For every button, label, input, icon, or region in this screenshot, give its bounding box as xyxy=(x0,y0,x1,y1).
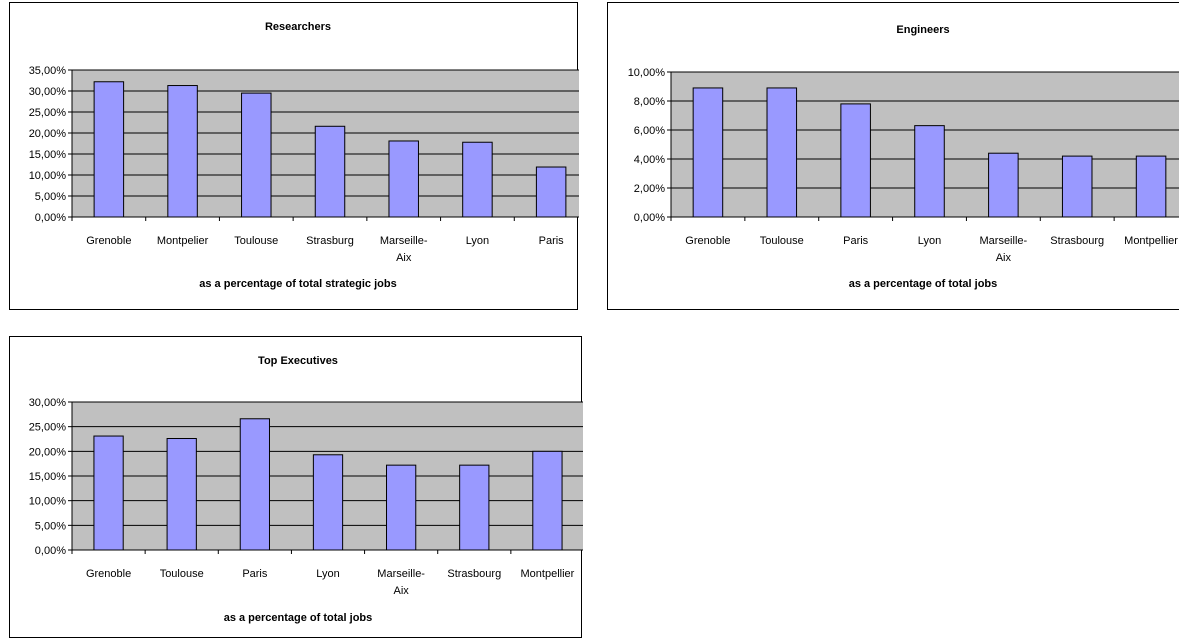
engineers-chart-svg: Engineers as a percentage of total jobs … xyxy=(628,24,1179,290)
bar xyxy=(166,438,197,551)
x-tick-label: Toulouse xyxy=(234,235,278,247)
chart-title: Top Executives xyxy=(258,355,338,367)
y-tick-label: 10,00% xyxy=(29,496,67,508)
y-tick-label: 5,00% xyxy=(35,520,66,532)
plot-group: 0,00% 5,00% 10,00% 15,00% 20,00% 25,00% 30,00%… xyxy=(29,65,579,264)
x-tick-label: Aix xyxy=(394,585,410,597)
y-tick-label: 2,00% xyxy=(634,183,665,195)
x-tick-label: Paris xyxy=(539,235,565,247)
x-tick-label: Grenoble xyxy=(685,235,730,247)
bar xyxy=(93,81,125,218)
x-tick-label: Paris xyxy=(843,235,869,247)
y-tick-label: 15,00% xyxy=(29,471,67,483)
y-tick-label: 20,00% xyxy=(29,446,67,458)
x-tick-label: Marseille- xyxy=(377,568,425,580)
x-tick-label: Strasbourg xyxy=(1050,235,1104,247)
bar xyxy=(167,85,198,218)
bar xyxy=(535,166,567,218)
researchers-chart-svg: Researchers as a percentage of total str… xyxy=(29,21,579,290)
y-tick-label: 0,00% xyxy=(35,545,66,557)
x-tick-label: Strasburg xyxy=(306,235,354,247)
x-tick-label: Marseille- xyxy=(380,235,428,247)
y-tick-label: 20,00% xyxy=(29,128,67,140)
bar xyxy=(462,141,493,218)
x-tick-label: Toulouse xyxy=(160,568,204,580)
x-tick-label: Lyon xyxy=(466,235,489,247)
bar xyxy=(1135,155,1167,218)
bar xyxy=(241,92,272,218)
y-tick-label: 8,00% xyxy=(634,96,665,108)
y-tick-label: 25,00% xyxy=(29,107,67,119)
bar xyxy=(988,152,1019,218)
chart-title: Engineers xyxy=(896,24,949,36)
bar xyxy=(766,87,798,218)
x-tick-label: Toulouse xyxy=(760,235,804,247)
researchers-chart: Researchers as a percentage of total str… xyxy=(9,2,579,310)
x-tick-label: Lyon xyxy=(316,568,339,580)
y-tick-label: 10,00% xyxy=(29,170,67,182)
y-tick-label: 10,00% xyxy=(628,67,666,79)
bar xyxy=(914,125,945,218)
y-tick-label: 35,00% xyxy=(29,65,67,77)
bar xyxy=(532,450,563,551)
y-tick-label: 30,00% xyxy=(29,397,67,409)
x-tick-label: Aix xyxy=(396,252,412,264)
plot-group: 0,00% 2,00% 4,00% 6,00% 8,00% 10,00% Grenoble T… xyxy=(628,67,1179,264)
y-tick-label: 5,00% xyxy=(35,191,66,203)
x-tick-label: Montpelier xyxy=(157,235,209,247)
y-tick-label: 4,00% xyxy=(634,154,665,166)
bar xyxy=(692,87,724,218)
x-tick-label: Montpellier xyxy=(521,568,575,580)
plot-group: 0,00% 5,00% 10,00% 15,00% 20,00% 25,00% 30,00%… xyxy=(29,397,583,597)
x-tick-label: Montpellier xyxy=(1124,235,1178,247)
y-tick-label: 15,00% xyxy=(29,149,67,161)
bar xyxy=(93,435,124,551)
bar xyxy=(1061,155,1093,218)
bar xyxy=(239,418,270,551)
y-tick-label: 6,00% xyxy=(634,125,665,137)
x-tick-label: Grenoble xyxy=(86,568,131,580)
x-tick-label: Grenoble xyxy=(86,235,131,247)
bar xyxy=(840,103,871,218)
bar xyxy=(459,464,490,551)
x-tick-label: Marseille- xyxy=(980,235,1028,247)
chart-title: Researchers xyxy=(265,21,331,33)
x-tick-label: Paris xyxy=(242,568,268,580)
x-tick-label: Strasbourg xyxy=(447,568,501,580)
x-axis-label: as a percentage of total strategic jobs xyxy=(199,278,396,290)
y-tick-label: 0,00% xyxy=(35,212,66,224)
y-tick-label: 30,00% xyxy=(29,86,67,98)
x-axis-label: as a percentage of total jobs xyxy=(224,612,373,624)
x-axis-label: as a percentage of total jobs xyxy=(849,278,998,290)
bar xyxy=(388,140,419,218)
top-executives-chart-svg: Top Executives as a percentage of total … xyxy=(29,355,583,624)
top-executives-chart: Top Executives as a percentage of total … xyxy=(9,336,583,638)
x-tick-label: Lyon xyxy=(918,235,941,247)
y-tick-label: 0,00% xyxy=(634,212,665,224)
bar xyxy=(314,125,346,218)
bar xyxy=(386,464,417,551)
engineers-chart: Engineers as a percentage of total jobs … xyxy=(607,2,1179,310)
y-tick-label: 25,00% xyxy=(29,422,67,434)
bar xyxy=(312,454,344,551)
x-tick-label: Aix xyxy=(996,252,1012,264)
